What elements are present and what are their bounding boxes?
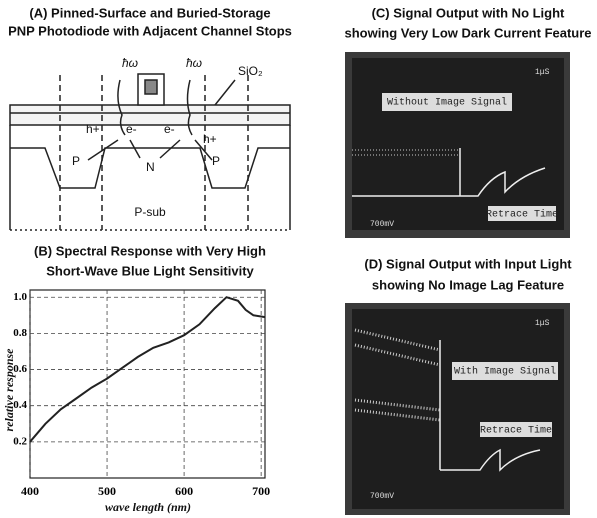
y-tick-label: 0.6 — [13, 363, 27, 375]
time-scale: 1μS — [535, 319, 550, 328]
x-axis-label: wave length (nm) — [105, 500, 191, 514]
panel-title: showing No Image Lag Feature — [372, 277, 564, 292]
screen-label: Retrace Time — [486, 209, 558, 221]
chart-title: (B) Spectral Response with Very High — [34, 243, 266, 258]
y-tick-label: 0.2 — [13, 435, 27, 447]
photon-label: ħω — [122, 56, 138, 70]
y-tick-label: 0.8 — [13, 327, 27, 339]
carrier-label: e- — [126, 122, 137, 136]
region-label: P — [212, 154, 220, 168]
chart: 0.2 0.4 0.6 0.8 1.0 400 500 600 700 — [13, 289, 270, 498]
y-tick-label: 1.0 — [13, 291, 27, 303]
carrier-label: e- — [164, 122, 175, 136]
panel-title: (D) Signal Output with Input Light — [364, 256, 572, 271]
volt-scale: 700mV — [370, 220, 394, 229]
y-axis-label: relative response — [2, 348, 16, 432]
screen-label: Retrace Time — [480, 425, 552, 437]
plot-frame — [29, 289, 266, 479]
x-tick-label: 600 — [175, 484, 193, 498]
x-tick-label: 700 — [252, 484, 270, 498]
oxide-label: SiO₂ — [238, 64, 263, 78]
photodiode-diagram — [9, 73, 291, 231]
oscilloscope — [345, 52, 570, 238]
screen-label: Without Image Signal — [387, 97, 507, 109]
carrier-label: h+ — [86, 122, 100, 136]
y-tick-label: 0.4 — [13, 399, 27, 411]
carrier-label: h+ — [203, 132, 217, 146]
chart-title: Short-Wave Blue Light Sensitivity — [46, 263, 254, 278]
region-label: P — [72, 154, 80, 168]
screen-label: With Image Signal — [454, 366, 556, 378]
volt-scale: 700mV — [370, 492, 394, 501]
region-label: N — [146, 160, 155, 174]
x-tick-label: 500 — [98, 484, 116, 498]
photon-label: ħω — [186, 56, 202, 70]
x-tick-label: 400 — [21, 484, 39, 498]
response-line — [29, 296, 266, 443]
panel-title: PNP Photodiode with Adjacent Channel Sto… — [8, 23, 292, 38]
panel-title: (A) Pinned-Surface and Buried-Storage — [29, 5, 270, 20]
panel-title: showing Very Low Dark Current Feature — [344, 25, 591, 40]
panel-title: (C) Signal Output with No Light — [372, 5, 565, 20]
oscilloscope — [345, 303, 570, 515]
region-label: P-sub — [134, 205, 166, 219]
time-scale: 1μS — [535, 68, 550, 77]
